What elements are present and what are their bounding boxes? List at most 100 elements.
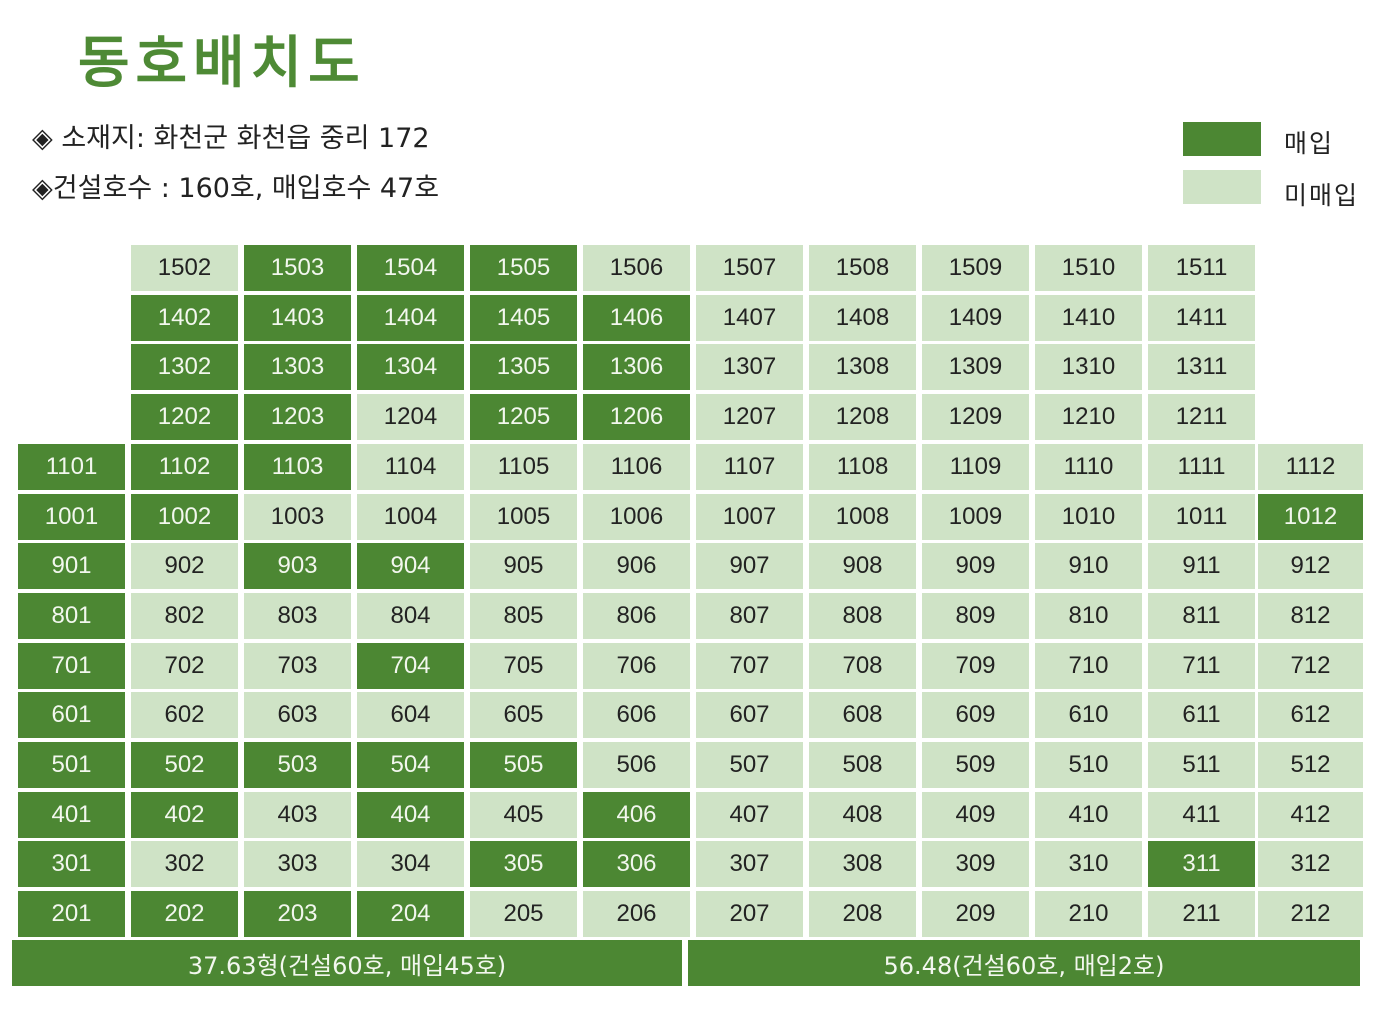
unit-cell-802: 802 — [131, 593, 238, 639]
unit-cell-1407: 1407 — [696, 295, 803, 341]
unit-cell-707: 707 — [696, 643, 803, 689]
unit-cell-1408: 1408 — [809, 295, 916, 341]
unit-cell-701: 701 — [18, 643, 125, 689]
unit-cell-1402: 1402 — [131, 295, 238, 341]
unit-cell-212: 212 — [1258, 891, 1363, 937]
legend-not-bought-swatch — [1183, 170, 1261, 204]
unit-cell-412: 412 — [1258, 792, 1363, 838]
unit-cell-805: 805 — [470, 593, 577, 639]
footer-type-5648: 56.48(건설60호, 매입2호) — [688, 940, 1360, 986]
unit-cell-307: 307 — [696, 841, 803, 887]
unit-cell-811: 811 — [1148, 593, 1255, 639]
unit-cell-1010: 1010 — [1035, 494, 1142, 540]
unit-cell-1508: 1508 — [809, 245, 916, 291]
unit-cell-206: 206 — [583, 891, 690, 937]
unit-cell-510: 510 — [1035, 742, 1142, 788]
unit-cell-304: 304 — [357, 841, 464, 887]
unit-cell-812: 812 — [1258, 593, 1363, 639]
unit-cell-303: 303 — [244, 841, 351, 887]
unit-cell-1008: 1008 — [809, 494, 916, 540]
unit-cell-605: 605 — [470, 692, 577, 738]
unit-cell-803: 803 — [244, 593, 351, 639]
unit-cell-1011: 1011 — [1148, 494, 1255, 540]
unit-cell-905: 905 — [470, 543, 577, 589]
location-info: ◈ 소재지: 화천군 화천읍 중리 172 — [32, 123, 430, 154]
unit-cell-1204: 1204 — [357, 394, 464, 440]
unit-cell-410: 410 — [1035, 792, 1142, 838]
unit-cell-204: 204 — [357, 891, 464, 937]
unit-cell-1109: 1109 — [922, 444, 1029, 490]
unit-cell-1405: 1405 — [470, 295, 577, 341]
unit-cell-1308: 1308 — [809, 344, 916, 390]
unit-cell-312: 312 — [1258, 841, 1363, 887]
unit-cell-1403: 1403 — [244, 295, 351, 341]
unit-cell-406: 406 — [583, 792, 690, 838]
unit-cell-1510: 1510 — [1035, 245, 1142, 291]
unit-cell-906: 906 — [583, 543, 690, 589]
unit-cell-311: 311 — [1148, 841, 1255, 887]
unit-cell-511: 511 — [1148, 742, 1255, 788]
unit-cell-909: 909 — [922, 543, 1029, 589]
unit-cell-1106: 1106 — [583, 444, 690, 490]
unit-cell-201: 201 — [18, 891, 125, 937]
unit-cell-408: 408 — [809, 792, 916, 838]
unit-cell-1509: 1509 — [922, 245, 1029, 291]
unit-cell-810: 810 — [1035, 593, 1142, 639]
unit-cell-203: 203 — [244, 891, 351, 937]
unit-cell-804: 804 — [357, 593, 464, 639]
unit-cell-211: 211 — [1148, 891, 1255, 937]
unit-cell-411: 411 — [1148, 792, 1255, 838]
unit-cell-402: 402 — [131, 792, 238, 838]
unit-cell-705: 705 — [470, 643, 577, 689]
unit-cell-1003: 1003 — [244, 494, 351, 540]
unit-cell-1111: 1111 — [1148, 444, 1255, 490]
unit-cell-506: 506 — [583, 742, 690, 788]
unit-cell-809: 809 — [922, 593, 1029, 639]
unit-cell-1207: 1207 — [696, 394, 803, 440]
unit-cell-1506: 1506 — [583, 245, 690, 291]
unit-cell-507: 507 — [696, 742, 803, 788]
unit-cell-709: 709 — [922, 643, 1029, 689]
unit-cell-807: 807 — [696, 593, 803, 639]
unit-cell-1104: 1104 — [357, 444, 464, 490]
unit-cell-407: 407 — [696, 792, 803, 838]
unit-cell-504: 504 — [357, 742, 464, 788]
unit-cell-1006: 1006 — [583, 494, 690, 540]
unit-cell-508: 508 — [809, 742, 916, 788]
unit-cell-1112: 1112 — [1258, 444, 1363, 490]
footer-type-3763: 37.63형(건설60호, 매입45호) — [12, 940, 682, 986]
unit-cell-607: 607 — [696, 692, 803, 738]
unit-cell-409: 409 — [922, 792, 1029, 838]
unit-cell-207: 207 — [696, 891, 803, 937]
unit-cell-309: 309 — [922, 841, 1029, 887]
unit-cell-1211: 1211 — [1148, 394, 1255, 440]
unit-cell-609: 609 — [922, 692, 1029, 738]
unit-cell-310: 310 — [1035, 841, 1142, 887]
unit-cell-1306: 1306 — [583, 344, 690, 390]
unit-cell-1404: 1404 — [357, 295, 464, 341]
unit-cell-1504: 1504 — [357, 245, 464, 291]
unit-cell-1502: 1502 — [131, 245, 238, 291]
unit-cell-704: 704 — [357, 643, 464, 689]
unit-cell-1310: 1310 — [1035, 344, 1142, 390]
unit-cell-910: 910 — [1035, 543, 1142, 589]
legend-bought-swatch — [1183, 122, 1261, 156]
unit-cell-1206: 1206 — [583, 394, 690, 440]
unit-cell-1511: 1511 — [1148, 245, 1255, 291]
unit-cell-503: 503 — [244, 742, 351, 788]
unit-cell-1505: 1505 — [470, 245, 577, 291]
unit-cell-205: 205 — [470, 891, 577, 937]
unit-cell-902: 902 — [131, 543, 238, 589]
unit-cell-1208: 1208 — [809, 394, 916, 440]
unit-cell-1411: 1411 — [1148, 295, 1255, 341]
unit-cell-711: 711 — [1148, 643, 1255, 689]
unit-cell-801: 801 — [18, 593, 125, 639]
unit-cell-1001: 1001 — [18, 494, 125, 540]
unit-cell-1305: 1305 — [470, 344, 577, 390]
unit-cell-708: 708 — [809, 643, 916, 689]
unit-cell-1209: 1209 — [922, 394, 1029, 440]
unit-cell-908: 908 — [809, 543, 916, 589]
unit-cell-501: 501 — [18, 742, 125, 788]
unit-cell-1108: 1108 — [809, 444, 916, 490]
